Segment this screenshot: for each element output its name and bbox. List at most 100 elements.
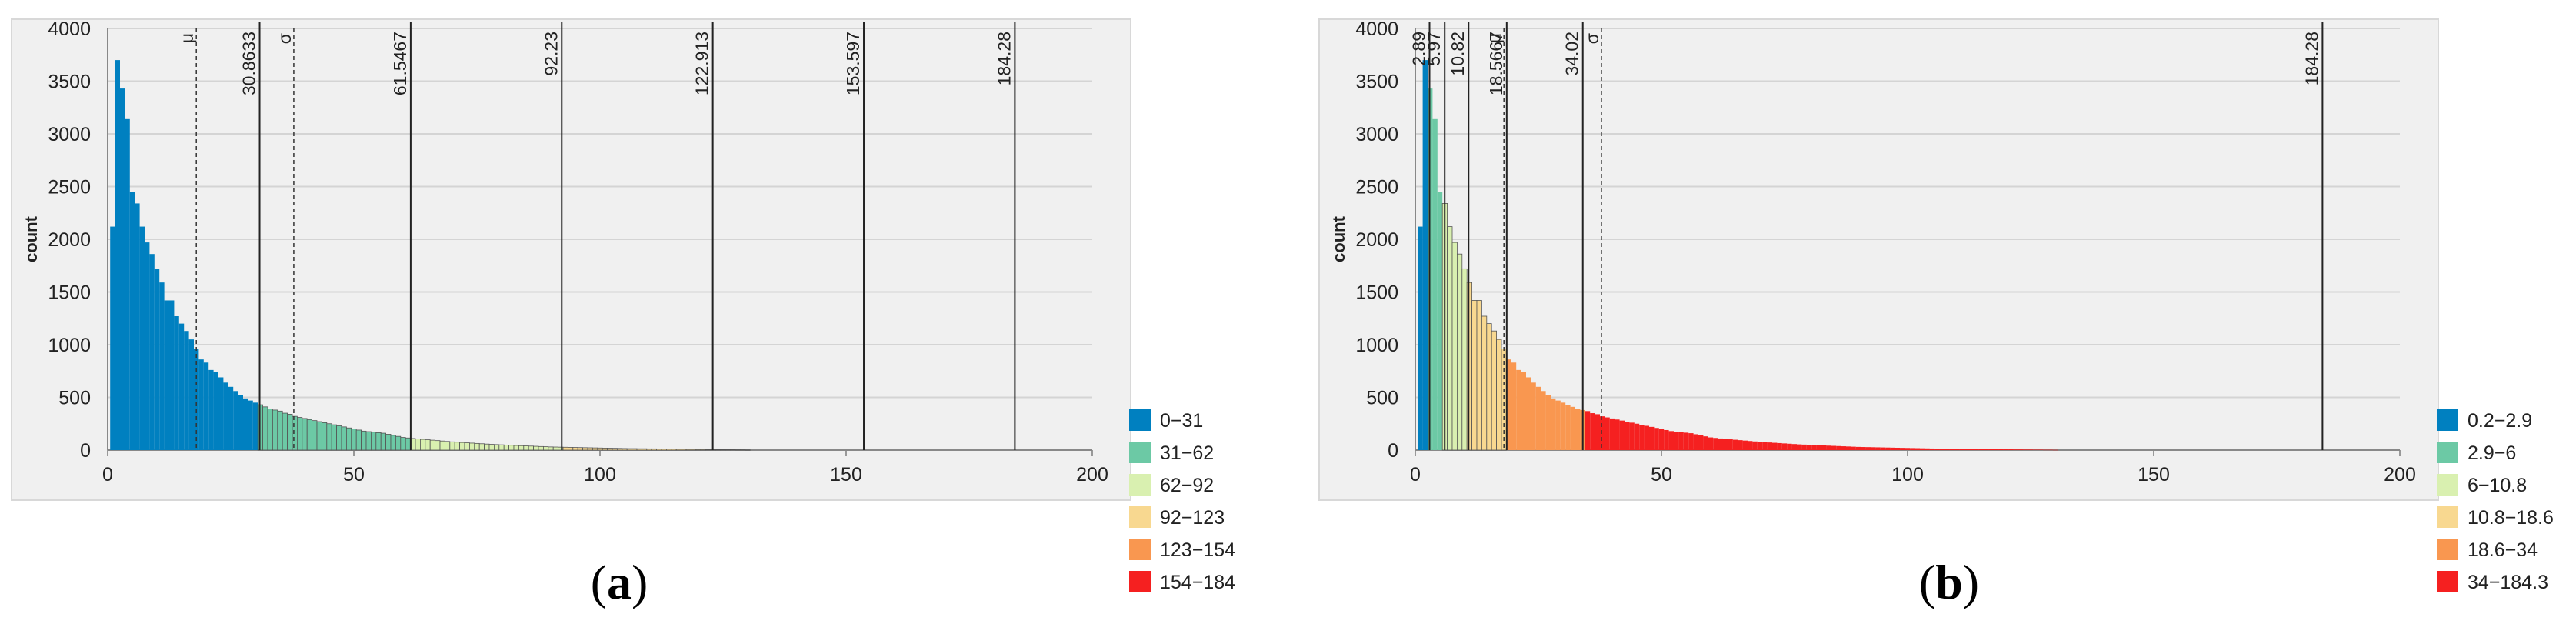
legend-label: 62−92 <box>1160 475 1214 496</box>
histogram-bar <box>385 434 392 451</box>
histogram-bar <box>622 448 628 451</box>
histogram-bar <box>695 449 701 451</box>
histogram-bar <box>125 118 130 450</box>
histogram-bar <box>198 359 204 450</box>
histogram-bar <box>1708 437 1714 450</box>
histogram-bar <box>2023 449 2028 450</box>
legend-label: 6−10.8 <box>2468 475 2527 496</box>
legend-label: 0.2−2.9 <box>2468 410 2532 432</box>
x-tick-label: 50 <box>1651 464 1672 486</box>
histogram-bar <box>1880 447 1886 450</box>
histogram-bar <box>1551 398 1556 450</box>
histogram-bar <box>1658 429 1665 450</box>
x-tick-label: 150 <box>830 464 862 486</box>
histogram-bar <box>1826 445 1831 450</box>
histogram-bar <box>675 449 682 451</box>
histogram-bar <box>2052 449 2058 451</box>
histogram-bar <box>439 440 445 451</box>
y-tick-label: 3500 <box>1355 72 1398 93</box>
histogram-bar <box>1560 402 1566 450</box>
histogram-bar <box>1654 428 1659 450</box>
histogram-bar <box>1871 447 1876 450</box>
histogram-bar <box>435 440 441 451</box>
histogram-bar <box>1476 300 1482 451</box>
histogram-bar <box>1526 377 1531 450</box>
histogram-bar <box>1609 418 1615 450</box>
y-tick-label: 3000 <box>1355 124 1398 145</box>
histogram-chart-b: 0 500 1000 1500 2000 2500 3000 3500 4000 0 50 100 15… <box>1318 18 2554 593</box>
histogram-bar <box>1934 449 1940 450</box>
histogram-bar <box>1481 315 1488 451</box>
histogram-bar <box>745 449 751 451</box>
histogram-bar <box>587 447 593 451</box>
histogram-bar <box>1600 416 1605 450</box>
legend-label: 2.9−6 <box>2468 442 2516 464</box>
histogram-bar <box>178 323 185 450</box>
bars <box>110 60 751 451</box>
y-tick-label: 3500 <box>48 72 91 93</box>
y-tick-label: 2000 <box>48 229 91 251</box>
histogram-bar <box>355 429 362 451</box>
histogram-bar <box>740 449 746 451</box>
histogram-bar <box>1742 440 1748 450</box>
histogram-bar <box>1516 369 1521 450</box>
histogram-bar <box>1787 443 1792 450</box>
histogram-bar <box>1925 448 1930 450</box>
legend-swatch <box>2437 571 2458 592</box>
histogram-bar <box>321 422 328 451</box>
histogram-bar <box>1491 330 1497 451</box>
histogram-bar <box>548 446 554 451</box>
histogram-bar <box>523 445 529 451</box>
histogram-bar <box>1683 432 1689 450</box>
legend-swatch <box>1129 506 1151 528</box>
histogram-bar <box>1984 449 1989 450</box>
break-line-label: 184.28 <box>994 32 1014 85</box>
histogram-bar <box>1639 425 1645 450</box>
histogram-bar <box>484 443 490 451</box>
stat-line-label: σ <box>1582 33 1602 44</box>
histogram-bar <box>562 446 568 451</box>
histogram-bar <box>336 425 342 451</box>
histogram-bar <box>513 445 519 451</box>
histogram-bar <box>282 412 288 451</box>
histogram-bar <box>1865 447 1871 450</box>
legend-swatch <box>1129 474 1151 496</box>
histogram-bar <box>1511 362 1517 450</box>
histogram-bar <box>351 429 357 451</box>
histogram-bar <box>715 449 721 451</box>
histogram-bar <box>233 391 238 450</box>
histogram-bar <box>1456 253 1463 451</box>
histogram-bar <box>135 203 140 450</box>
histogram-bar <box>1718 438 1723 450</box>
histogram-bar <box>1615 419 1620 450</box>
histogram-bar <box>1555 400 1561 450</box>
histogram-bar <box>1570 406 1575 450</box>
histogram-bar <box>1698 435 1704 450</box>
caption-b: (b) <box>1918 555 1980 609</box>
x-tick-label: 0 <box>1410 464 1421 486</box>
histogram-bar <box>1752 441 1758 450</box>
histogram-bar <box>331 424 338 451</box>
histogram-bar <box>252 402 258 450</box>
histogram-bar <box>267 409 273 451</box>
histogram-bar <box>1915 448 1920 450</box>
legend-label: 154−184 <box>1160 572 1235 593</box>
histogram-bar <box>1422 60 1428 450</box>
histogram-bar <box>459 442 465 451</box>
histogram-bar <box>1762 442 1768 450</box>
histogram-bar <box>572 447 578 451</box>
histogram-bar <box>503 445 510 451</box>
break-line-label: 10.82 <box>1448 32 1468 76</box>
histogram-bar <box>1994 449 1999 450</box>
histogram-bar <box>1713 438 1718 450</box>
histogram-bar <box>306 419 313 451</box>
histogram-bar <box>1978 449 1984 450</box>
histogram-bar <box>2048 449 2053 451</box>
histogram-bar <box>568 447 574 451</box>
break-line-label: 34.02 <box>1562 32 1582 76</box>
histogram-bar <box>1461 268 1468 451</box>
legend-label: 0−31 <box>1160 410 1203 432</box>
histogram-bar <box>454 442 461 451</box>
y-axis-label: count <box>1329 215 1348 262</box>
histogram-bar <box>597 447 603 451</box>
